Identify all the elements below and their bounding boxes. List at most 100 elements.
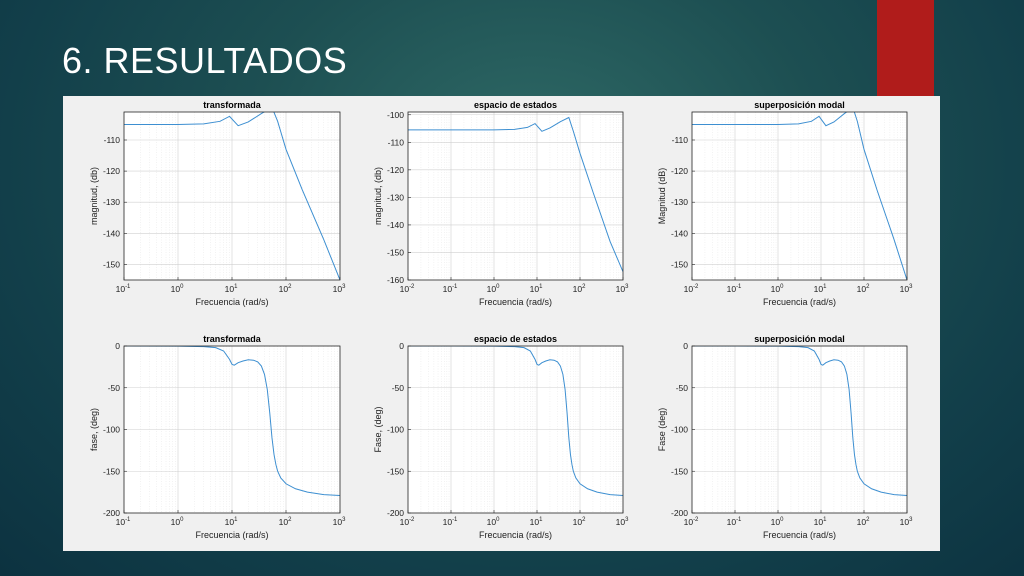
y-tick-label: 0 — [115, 341, 120, 351]
y-axis-label: Fase, (deg) — [373, 406, 383, 452]
x-tick-label: 103 — [900, 284, 913, 294]
x-tick-label: 101 — [814, 284, 827, 294]
grid-lines — [124, 346, 340, 513]
y-axis-label: magnitud, (db) — [89, 167, 99, 225]
bode-curve — [124, 112, 340, 280]
accent-bar — [877, 0, 934, 96]
subplot-title: espacio de estados — [474, 334, 557, 344]
x-tick-label: 10-1 — [116, 517, 131, 527]
subplot-3: 10-2 10-1 100 101 102 103 -150 -140 -130 -120 -110… — [657, 100, 913, 307]
y-tick-label: -150 — [103, 259, 120, 269]
y-axis-label: fase, (deg) — [89, 408, 99, 451]
x-tick-label: 103 — [616, 517, 629, 527]
x-axis-label: Frecuencia (rad/s) — [479, 297, 552, 307]
axes-box — [691, 111, 908, 281]
bode-curve — [692, 346, 907, 496]
x-axis-label: Frecuencia (rad/s) — [763, 530, 836, 540]
x-tick-label: 100 — [171, 284, 184, 294]
y-tick-label: -150 — [671, 259, 688, 269]
y-tick-label: -150 — [387, 247, 404, 257]
grid-lines — [692, 346, 907, 513]
y-tick-label: -110 — [104, 135, 121, 145]
x-tick-label: 102 — [573, 517, 586, 527]
x-tick-label: 100 — [487, 284, 500, 294]
x-tick-label: 100 — [171, 517, 184, 527]
slide-title: 6. RESULTADOS — [62, 40, 348, 81]
y-tick-label: -120 — [671, 166, 688, 176]
subplot-title: superposición modal — [754, 100, 845, 110]
x-tick-label: 100 — [487, 517, 500, 527]
subplot-2: 10-2 10-1 100 101 102 103 -160 -150 -140 -130 -120… — [373, 100, 629, 307]
y-tick-label: -150 — [671, 466, 688, 476]
plot-area — [692, 112, 907, 280]
x-tick-label: 103 — [333, 517, 346, 527]
x-tick-label: 101 — [814, 517, 827, 527]
y-tick-label: -110 — [672, 135, 689, 145]
grid-lines — [408, 112, 623, 280]
y-tick-label: -130 — [387, 192, 404, 202]
x-tick-label: 10-1 — [727, 284, 742, 294]
subplot-1: 10-1 100 101 102 103 -150 -140 -130 -120 -110 tran… — [89, 100, 346, 307]
x-tick-label: 102 — [857, 517, 870, 527]
x-tick-label: 10-2 — [684, 517, 699, 527]
y-tick-label: -150 — [387, 466, 404, 476]
y-tick-label: -140 — [103, 228, 120, 238]
x-tick-label: 10-2 — [684, 284, 699, 294]
subplot-4: 10-1 100 101 102 103 -200 -150 -100 -50 0 transfor… — [89, 334, 346, 540]
x-tick-label: 10-2 — [400, 517, 415, 527]
x-tick-label: 10-1 — [116, 284, 131, 294]
x-tick-label: 100 — [771, 284, 784, 294]
y-tick-label: -200 — [387, 508, 404, 518]
subplot-title: espacio de estados — [474, 100, 557, 110]
y-tick-label: 0 — [683, 341, 688, 351]
bode-curve — [124, 346, 340, 496]
x-tick-label: 102 — [279, 284, 292, 294]
grid-lines — [408, 346, 623, 513]
y-tick-label: -200 — [671, 508, 688, 518]
x-tick-label: 101 — [530, 284, 543, 294]
y-tick-label: 0 — [399, 341, 404, 351]
x-tick-label: 101 — [530, 517, 543, 527]
y-tick-label: -100 — [387, 110, 404, 120]
y-tick-label: -150 — [103, 466, 120, 476]
y-tick-label: -200 — [103, 508, 120, 518]
x-axis-label: Frecuencia (rad/s) — [479, 530, 552, 540]
x-tick-label: 10-1 — [443, 517, 458, 527]
x-tick-label: 10-1 — [727, 517, 742, 527]
y-tick-label: -50 — [676, 383, 689, 393]
x-tick-label: 101 — [225, 284, 238, 294]
bode-figure: 10-1 100 101 102 103 -150 -140 -130 -120 -110 tran… — [63, 96, 940, 551]
x-axis-label: Frecuencia (rad/s) — [763, 297, 836, 307]
grid-lines — [692, 112, 907, 280]
x-tick-label: 103 — [900, 517, 913, 527]
y-tick-label: -160 — [387, 275, 404, 285]
x-tick-label: 101 — [225, 517, 238, 527]
y-tick-label: -120 — [103, 166, 120, 176]
y-tick-label: -50 — [108, 383, 121, 393]
x-tick-label: 102 — [573, 284, 586, 294]
bode-curve — [692, 112, 907, 280]
x-tick-label: 102 — [279, 517, 292, 527]
x-tick-label: 102 — [857, 284, 870, 294]
x-tick-label: 103 — [333, 284, 346, 294]
y-axis-label: magnitud, (db) — [373, 167, 383, 225]
x-tick-label: 10-1 — [443, 284, 458, 294]
x-tick-label: 100 — [771, 517, 784, 527]
axes-box — [407, 111, 624, 281]
y-tick-label: -130 — [671, 197, 688, 207]
plot-area — [408, 112, 623, 280]
y-tick-label: -120 — [387, 165, 404, 175]
y-tick-label: -140 — [387, 220, 404, 230]
y-tick-label: -100 — [671, 425, 688, 435]
x-axis-label: Frecuencia (rad/s) — [195, 297, 268, 307]
x-tick-label: 103 — [616, 284, 629, 294]
x-axis-label: Frecuencia (rad/s) — [195, 530, 268, 540]
bode-plots-svg: 10-1 100 101 102 103 -150 -140 -130 -120 -110 tran… — [89, 100, 913, 540]
grid-lines — [124, 112, 340, 280]
y-tick-label: -140 — [671, 228, 688, 238]
bode-curve — [408, 346, 623, 496]
subplot-title: superposición modal — [754, 334, 845, 344]
x-tick-label: 10-2 — [400, 284, 415, 294]
y-tick-label: -130 — [103, 197, 120, 207]
bode-curve — [408, 116, 623, 272]
